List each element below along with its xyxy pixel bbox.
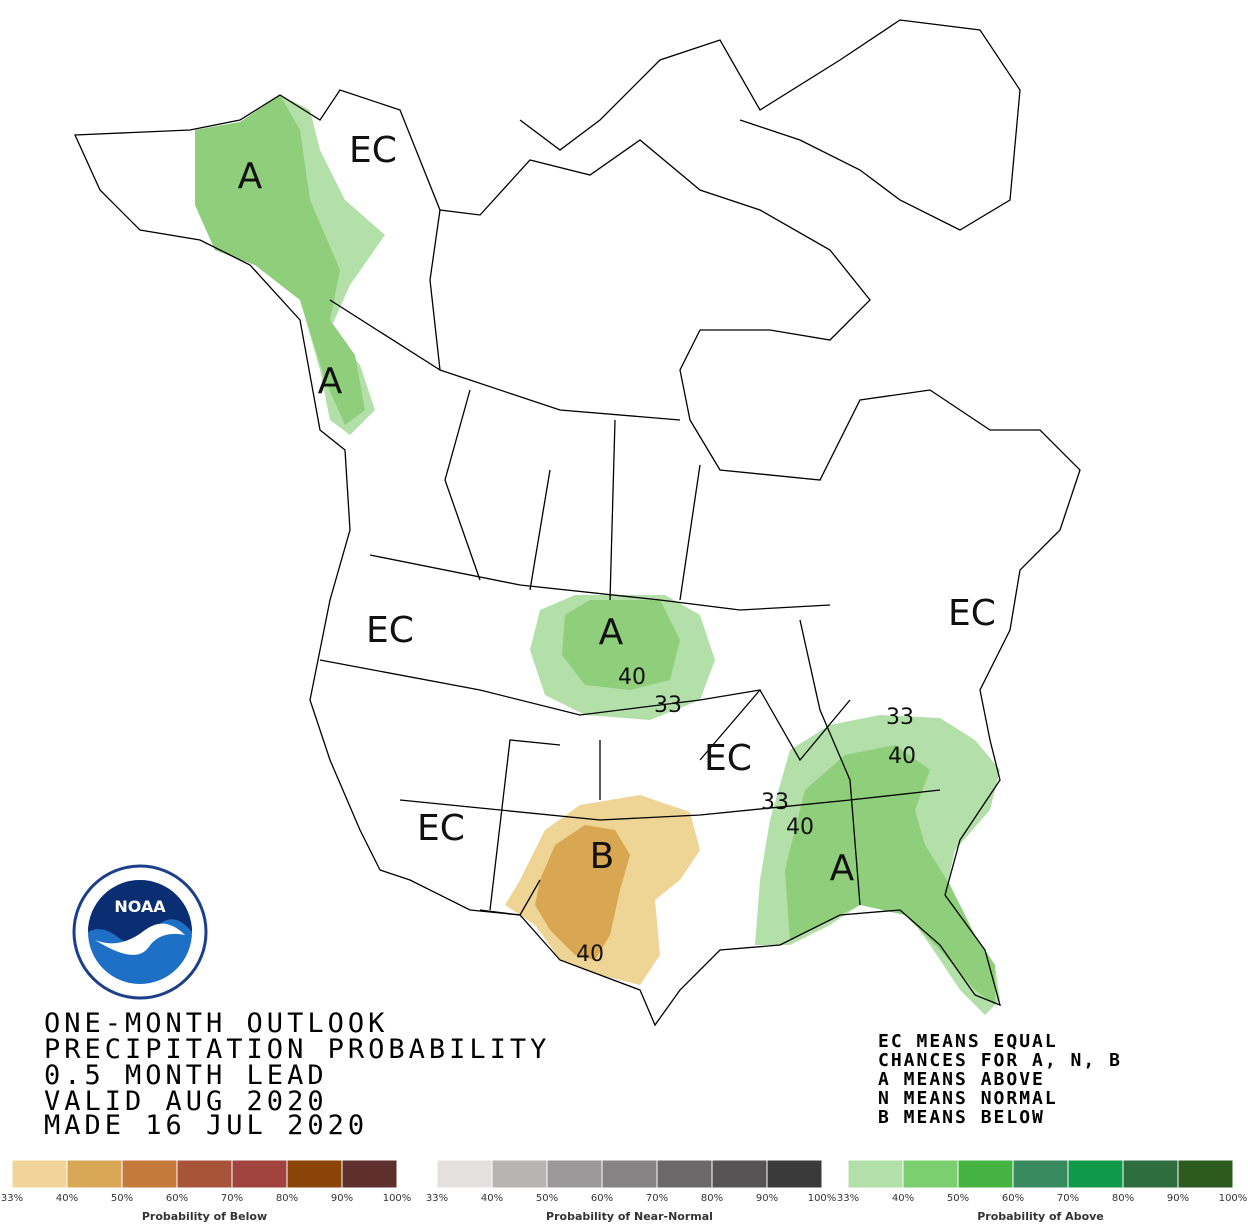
legend-swatch (711, 1159, 768, 1189)
map-label: EC (366, 610, 414, 651)
note-line: CHANCES FOR A, N, B (878, 1050, 1122, 1071)
legend-tick: 70% (1057, 1193, 1079, 1204)
legend-tick: 60% (591, 1193, 613, 1204)
note-line: B MEANS BELOW (878, 1107, 1045, 1128)
legend-swatch (957, 1159, 1014, 1189)
legend-tick: 50% (536, 1193, 558, 1204)
legend-tick: 80% (276, 1193, 298, 1204)
map-label: A (830, 848, 855, 889)
map-label: 33 (654, 693, 682, 718)
legend-tick: 33% (426, 1193, 448, 1204)
legend-swatch (1067, 1159, 1124, 1189)
map-label: EC (417, 808, 465, 849)
note-line: N MEANS NORMAL (878, 1088, 1058, 1109)
note-block: EC MEANS EQUAL CHANCES FOR A, N, B A MEA… (878, 1031, 1122, 1128)
basemap: NOAA (72, 19, 1081, 1027)
legend-tick: 90% (1167, 1193, 1189, 1204)
legend-tick: 90% (756, 1193, 778, 1204)
map-label: 40 (618, 665, 646, 690)
map-label: 40 (888, 744, 916, 769)
map-label: 33 (886, 705, 914, 730)
legend-tick: 60% (1002, 1193, 1024, 1204)
title-line: MADE 16 JUL 2020 (44, 1110, 368, 1141)
title-line: 0.5 MONTH LEAD (44, 1060, 328, 1091)
legend-tick: 33% (837, 1193, 859, 1204)
legend-swatch (847, 1159, 904, 1189)
legend-tick: 100% (1219, 1193, 1248, 1204)
legend-swatch (286, 1159, 343, 1189)
map-label: 33 (761, 790, 789, 815)
legend-tick: 70% (646, 1193, 668, 1204)
legend-swatch (176, 1159, 233, 1189)
legend-tick: 80% (701, 1193, 723, 1204)
legend-title: Probability of Near-Normal (546, 1210, 713, 1223)
legend-tick: 90% (331, 1193, 353, 1204)
title-line: PRECIPITATION PROBABILITY (44, 1034, 550, 1065)
legend-tick: 80% (1112, 1193, 1134, 1204)
legend-swatch (546, 1159, 603, 1189)
legend-swatch (436, 1159, 493, 1189)
legend-swatch (491, 1159, 548, 1189)
legend-swatch (231, 1159, 288, 1189)
legend-tick: 40% (56, 1193, 78, 1204)
legend-swatch (341, 1159, 398, 1189)
title-block: ONE-MONTH OUTLOOK PRECIPITATION PROBABIL… (44, 1008, 550, 1141)
map-label: 40 (786, 815, 814, 840)
map-label: A (599, 612, 624, 653)
legend-tick: 60% (166, 1193, 188, 1204)
legend-swatch (1012, 1159, 1069, 1189)
legend-swatch (11, 1159, 68, 1189)
map-label: B (590, 836, 615, 877)
legend-swatch (601, 1159, 658, 1189)
title-line: VALID AUG 2020 (44, 1086, 328, 1117)
note-line: EC MEANS EQUAL (878, 1031, 1058, 1052)
legend-swatch (121, 1159, 178, 1189)
map-label: A (318, 361, 343, 402)
note-line: A MEANS ABOVE (878, 1069, 1045, 1090)
legend-title: Probability of Above (977, 1210, 1104, 1223)
legend-swatch (1122, 1159, 1179, 1189)
legend-tick: 40% (481, 1193, 503, 1204)
legend-tick: 50% (947, 1193, 969, 1204)
legend-tick: 100% (383, 1193, 412, 1204)
map-label: EC (948, 593, 996, 634)
legend-tick: 40% (892, 1193, 914, 1204)
legend-swatch (902, 1159, 959, 1189)
noaa-logo: NOAA (72, 864, 208, 1000)
map-label: A (238, 156, 263, 197)
legend-swatch (1177, 1159, 1234, 1189)
map-label: EC (704, 738, 752, 779)
legend-title: Probability of Below (142, 1210, 267, 1223)
legend-tick: 70% (221, 1193, 243, 1204)
map-label: EC (349, 130, 397, 171)
legend-tick: 100% (808, 1193, 837, 1204)
logo-text: NOAA (114, 897, 166, 916)
legend-tick: 50% (111, 1193, 133, 1204)
legend-tick: 33% (1, 1193, 23, 1204)
legend-swatch (656, 1159, 713, 1189)
legend-swatch (766, 1159, 823, 1189)
legend-swatch (66, 1159, 123, 1189)
map-label: 40 (576, 942, 604, 967)
title-line: ONE-MONTH OUTLOOK (44, 1008, 388, 1039)
